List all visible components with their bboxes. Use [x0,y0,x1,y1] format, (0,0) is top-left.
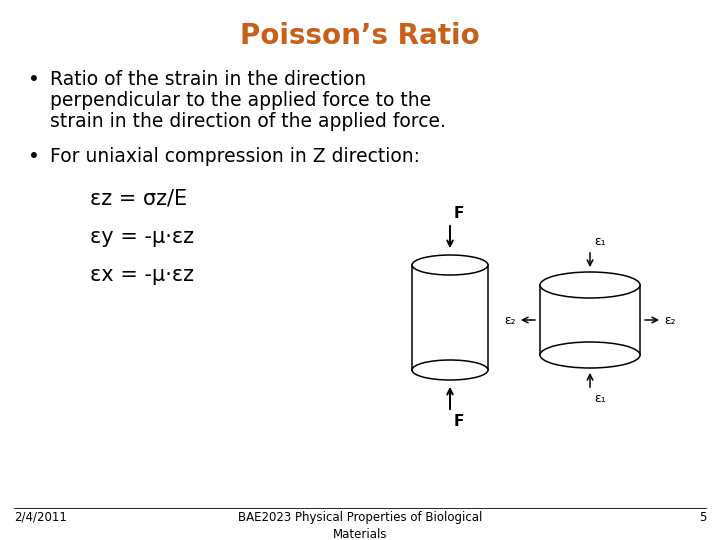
Ellipse shape [412,255,488,275]
Text: εx = -μ·εz: εx = -μ·εz [90,265,194,285]
Text: 5: 5 [698,511,706,524]
Text: perpendicular to the applied force to the: perpendicular to the applied force to th… [50,91,431,110]
Ellipse shape [540,272,640,298]
Text: F: F [454,206,464,221]
Text: strain in the direction of the applied force.: strain in the direction of the applied f… [50,112,446,131]
Text: BAE2023 Physical Properties of Biological
Materials: BAE2023 Physical Properties of Biologica… [238,511,482,540]
Polygon shape [412,265,488,370]
Ellipse shape [412,360,488,380]
Text: εy = -μ·εz: εy = -μ·εz [90,227,194,247]
Text: 2/4/2011: 2/4/2011 [14,511,67,524]
Ellipse shape [540,342,640,368]
Text: Poisson’s Ratio: Poisson’s Ratio [240,22,480,50]
Text: ε₁: ε₁ [594,392,606,405]
Text: ε₁: ε₁ [594,235,606,248]
Text: ε₂: ε₂ [664,314,675,327]
Text: ε₂: ε₂ [505,314,516,327]
Text: εz = σz/E: εz = σz/E [90,189,187,209]
Text: •: • [28,147,40,166]
Text: F: F [454,414,464,429]
Text: For uniaxial compression in Z direction:: For uniaxial compression in Z direction: [50,147,420,166]
Text: Ratio of the strain in the direction: Ratio of the strain in the direction [50,70,366,89]
Text: •: • [28,70,40,89]
Polygon shape [540,285,640,355]
